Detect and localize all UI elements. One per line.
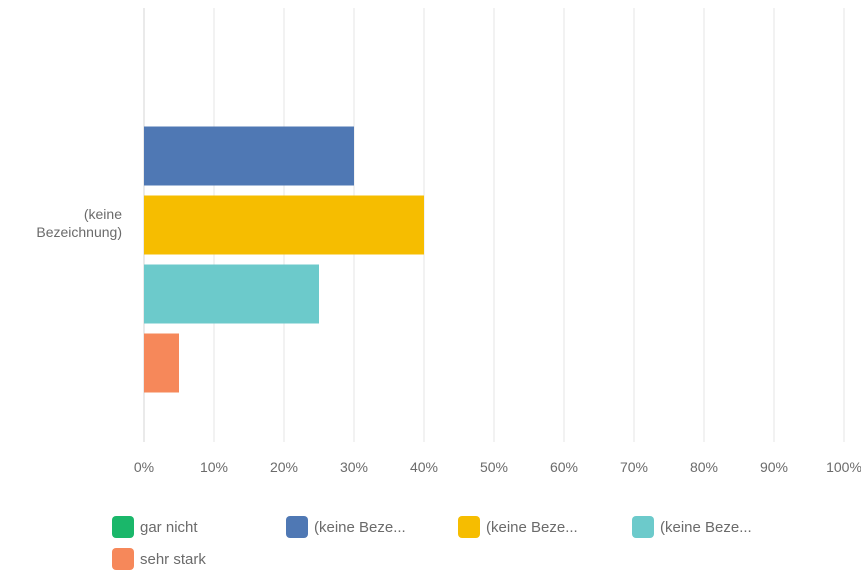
legend-swatch xyxy=(632,516,654,538)
bars xyxy=(144,126,424,393)
legend-label: (keine Beze... xyxy=(660,518,752,536)
legend-swatch xyxy=(458,516,480,538)
legend-item-gar-nicht[interactable]: gar nicht xyxy=(112,516,198,538)
legend-label: sehr stark xyxy=(140,550,206,568)
legend-label: (keine Beze... xyxy=(486,518,578,536)
category-label-line-2: Bezeichnung) xyxy=(36,224,122,240)
bar[interactable] xyxy=(144,195,424,255)
x-tick-label: 80% xyxy=(690,459,718,475)
x-tick-label: 10% xyxy=(200,459,228,475)
legend-item-keine-bezeichnung-1[interactable]: (keine Beze... xyxy=(286,516,406,538)
bar-chart: 0% 10% 20% 30% 40% 50% 60% 70% 80% 90% 100% (keine… xyxy=(36,8,861,475)
x-tick-label: 60% xyxy=(550,459,578,475)
category-label-line-1: (keine xyxy=(84,206,122,222)
legend-item-keine-bezeichnung-3[interactable]: (keine Beze... xyxy=(632,516,752,538)
legend-label: gar nicht xyxy=(140,518,198,536)
x-tick-label: 30% xyxy=(340,459,368,475)
x-tick-label: 40% xyxy=(410,459,438,475)
x-tick-label: 50% xyxy=(480,459,508,475)
x-tick-label: 70% xyxy=(620,459,648,475)
bar[interactable] xyxy=(144,264,319,324)
bar[interactable] xyxy=(144,126,354,186)
x-axis-tick-labels: 0% 10% 20% 30% 40% 50% 60% 70% 80% 90% 100% xyxy=(134,459,861,475)
legend-item-sehr-stark[interactable]: sehr stark xyxy=(112,548,206,570)
legend-label: (keine Beze... xyxy=(314,518,406,536)
legend-item-keine-bezeichnung-2[interactable]: (keine Beze... xyxy=(458,516,578,538)
legend-swatch xyxy=(286,516,308,538)
legend-swatch xyxy=(112,548,134,570)
x-tick-label: 20% xyxy=(270,459,298,475)
bar[interactable] xyxy=(144,333,179,393)
x-tick-label: 0% xyxy=(134,459,154,475)
x-tick-label: 90% xyxy=(760,459,788,475)
x-tick-label: 100% xyxy=(826,459,861,475)
legend-swatch xyxy=(112,516,134,538)
